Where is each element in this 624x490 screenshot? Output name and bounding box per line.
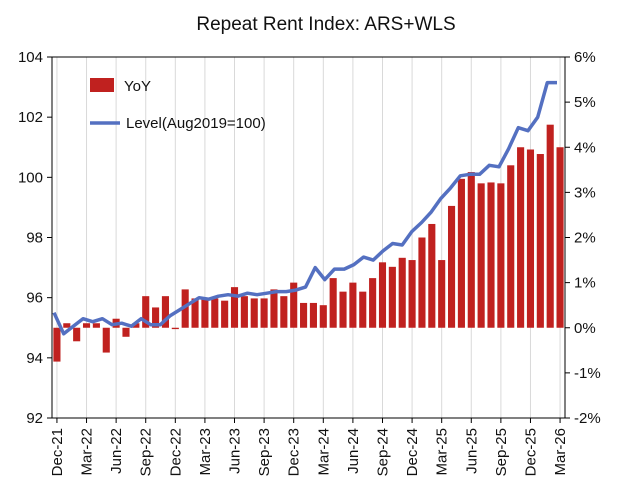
left-axis: 92 94 96 98 100 102 104 bbox=[18, 49, 52, 427]
yoy-bar bbox=[260, 298, 268, 328]
x-tick-label: Dec-22 bbox=[167, 428, 184, 476]
yoy-bar bbox=[319, 305, 327, 328]
yoy-bar bbox=[447, 205, 456, 328]
x-tick-label: Mar-25 bbox=[434, 428, 451, 476]
yoy-bar bbox=[339, 291, 347, 328]
yoy-bar bbox=[369, 278, 377, 328]
yoy-bar bbox=[82, 323, 91, 328]
yoy-bar bbox=[418, 237, 426, 328]
x-tick-label: Jun-22 bbox=[108, 428, 125, 474]
yoy-bar bbox=[388, 266, 396, 328]
left-tick-label: 92 bbox=[26, 410, 43, 427]
x-tick-label: Sep-22 bbox=[138, 428, 155, 476]
yoy-bar bbox=[270, 289, 278, 328]
x-tick-label: Mar-22 bbox=[79, 428, 96, 476]
left-tick-label: 96 bbox=[26, 290, 43, 307]
x-tick-label: Dec-23 bbox=[286, 428, 303, 476]
yoy-bar bbox=[546, 124, 554, 328]
yoy-bar bbox=[378, 262, 387, 328]
x-tick-label: Dec-25 bbox=[523, 428, 540, 476]
yoy-bar bbox=[211, 298, 219, 328]
yoy-bar bbox=[102, 327, 110, 353]
yoy-bar bbox=[171, 327, 179, 330]
yoy-bar bbox=[122, 327, 130, 337]
yoy-bar bbox=[290, 282, 298, 328]
x-tick-label: Dec-24 bbox=[404, 428, 421, 476]
yoy-bar bbox=[142, 296, 150, 328]
yoy-bar bbox=[517, 147, 525, 328]
right-tick-label: -2% bbox=[574, 410, 601, 427]
x-tick-label: Jun-25 bbox=[463, 428, 480, 474]
yoy-bar bbox=[408, 260, 416, 328]
yoy-bar bbox=[526, 149, 535, 328]
x-tick-label: Sep-24 bbox=[375, 428, 392, 476]
yoy-bar bbox=[359, 291, 367, 328]
right-tick-label: 2% bbox=[574, 230, 596, 247]
right-tick-label: 0% bbox=[574, 320, 596, 337]
yoy-bar bbox=[457, 178, 465, 328]
yoy-bar bbox=[240, 296, 248, 328]
yoy-bar bbox=[132, 323, 140, 328]
yoy-bar bbox=[53, 327, 61, 362]
yoy-bar bbox=[398, 257, 406, 328]
x-tick-label: Mar-26 bbox=[552, 428, 569, 476]
right-tick-label: 1% bbox=[574, 275, 596, 292]
legend-label-yoy: YoY bbox=[124, 78, 151, 95]
yoy-bar bbox=[201, 298, 209, 328]
yoy-bar bbox=[191, 298, 199, 328]
yoy-bar bbox=[428, 223, 436, 328]
yoy-bar bbox=[181, 289, 189, 328]
legend-label-level: Level(Aug2019=100) bbox=[126, 115, 266, 132]
right-tick-label: -1% bbox=[574, 365, 601, 382]
x-axis: Dec-21 Mar-22 Jun-22 Sep-22 Dec-22 Mar-23 Jun-… bbox=[49, 418, 569, 476]
x-tick-label: Sep-25 bbox=[493, 428, 510, 476]
x-tick-label: Sep-23 bbox=[256, 428, 273, 476]
yoy-bar bbox=[487, 182, 495, 328]
yoy-bar bbox=[536, 154, 544, 328]
legend-swatch-yoy bbox=[90, 78, 114, 92]
yoy-bar bbox=[280, 296, 288, 328]
x-tick-label: Jun-23 bbox=[227, 428, 244, 474]
yoy-bar bbox=[477, 183, 485, 328]
left-tick-label: 104 bbox=[18, 49, 43, 66]
yoy-bar bbox=[438, 260, 446, 328]
legend: YoY Level(Aug2019=100) bbox=[90, 78, 266, 132]
yoy-bar bbox=[161, 296, 170, 328]
right-axis: -2% -1% 0% 1% 2% 3% 4% 5% 6% bbox=[565, 49, 601, 427]
left-tick-label: 94 bbox=[26, 350, 43, 367]
x-tick-label: Mar-24 bbox=[315, 428, 332, 476]
right-tick-label: 6% bbox=[574, 49, 596, 66]
x-tick-label: Dec-21 bbox=[49, 428, 66, 476]
chart-title: Repeat Rent Index: ARS+WLS bbox=[196, 14, 455, 35]
right-tick-label: 3% bbox=[574, 184, 596, 201]
yoy-bar bbox=[92, 323, 100, 328]
left-tick-label: 100 bbox=[18, 169, 43, 186]
yoy-bar bbox=[152, 307, 160, 328]
yoy-bar bbox=[230, 287, 239, 328]
left-tick-label: 102 bbox=[18, 109, 43, 126]
yoy-bar bbox=[507, 165, 515, 328]
yoy-bar bbox=[300, 302, 308, 328]
yoy-bar bbox=[309, 302, 317, 328]
yoy-bar bbox=[221, 300, 229, 328]
yoy-bar bbox=[349, 282, 357, 328]
x-tick-label: Jun-24 bbox=[345, 428, 362, 474]
yoy-bar bbox=[250, 298, 258, 328]
left-tick-label: 98 bbox=[26, 230, 43, 247]
level-line-group bbox=[52, 80, 557, 336]
yoy-bar bbox=[467, 172, 475, 328]
yoy-bar bbox=[556, 147, 564, 328]
x-tick-label: Mar-23 bbox=[197, 428, 214, 476]
yoy-bar bbox=[73, 327, 81, 342]
level-line bbox=[52, 80, 557, 336]
yoy-bars bbox=[53, 124, 564, 362]
yoy-bar bbox=[497, 183, 505, 328]
yoy-bar bbox=[63, 323, 71, 328]
right-tick-label: 4% bbox=[574, 139, 596, 156]
yoy-bar bbox=[329, 278, 337, 328]
right-tick-label: 5% bbox=[574, 94, 596, 111]
